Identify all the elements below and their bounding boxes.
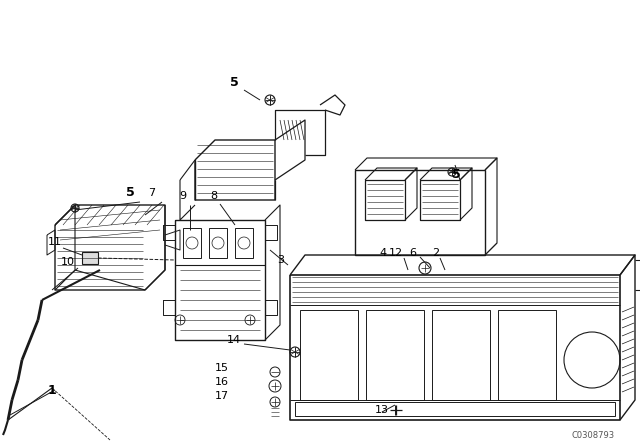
Text: 4: 4 xyxy=(380,248,387,258)
Bar xyxy=(295,402,615,416)
Text: 16: 16 xyxy=(215,377,229,387)
Text: 3: 3 xyxy=(278,255,285,265)
Text: 13: 13 xyxy=(375,405,389,415)
Bar xyxy=(209,228,227,258)
Text: 1: 1 xyxy=(47,383,56,396)
Bar xyxy=(235,228,253,258)
Text: 12: 12 xyxy=(389,248,403,258)
Bar xyxy=(355,170,485,255)
Bar xyxy=(300,310,358,400)
Text: 5: 5 xyxy=(230,77,238,90)
Text: 17: 17 xyxy=(215,391,229,401)
Bar xyxy=(366,310,424,400)
Text: 10: 10 xyxy=(61,257,75,267)
Text: 9: 9 xyxy=(179,191,187,201)
Text: 8: 8 xyxy=(211,191,218,201)
Text: 7: 7 xyxy=(148,188,156,198)
Bar xyxy=(432,310,490,400)
Text: 2: 2 xyxy=(433,248,440,258)
Text: 5: 5 xyxy=(452,168,460,181)
Bar xyxy=(498,310,556,400)
Text: 11: 11 xyxy=(48,237,62,247)
Bar xyxy=(82,252,98,264)
Text: C0308793: C0308793 xyxy=(572,431,615,440)
Text: 6: 6 xyxy=(410,248,417,258)
Text: 15: 15 xyxy=(215,363,229,373)
Bar xyxy=(183,228,201,258)
Text: 5: 5 xyxy=(125,186,134,199)
Text: 14: 14 xyxy=(227,335,241,345)
